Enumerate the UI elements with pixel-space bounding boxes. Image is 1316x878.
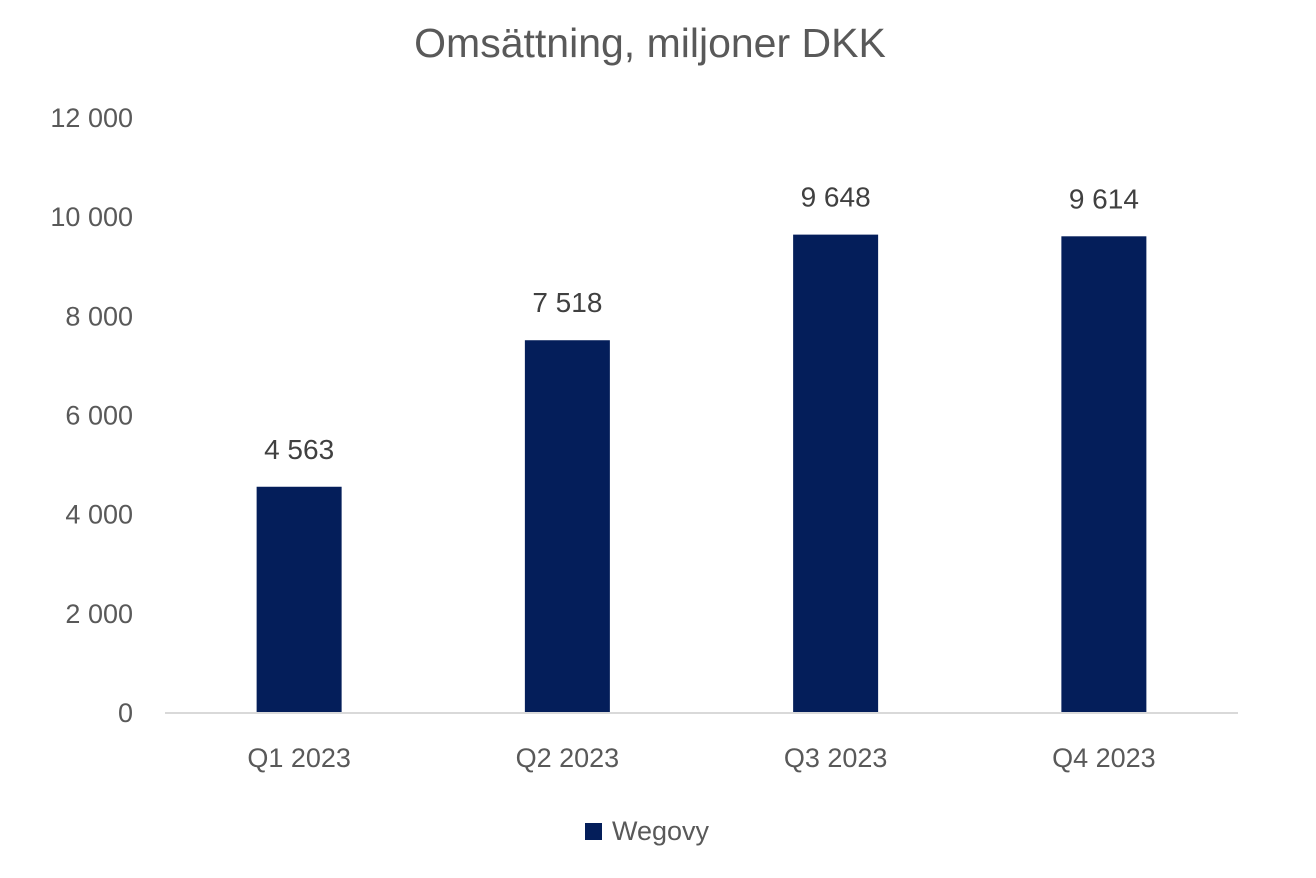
bar bbox=[793, 234, 879, 713]
x-tick-label: Q1 2023 bbox=[247, 743, 351, 773]
bar bbox=[524, 340, 610, 713]
bar bbox=[1061, 236, 1147, 713]
bar-value-label: 9 648 bbox=[801, 182, 871, 213]
y-tick-label: 12 000 bbox=[50, 103, 133, 133]
value-labels: 4 563 7 518 9 648 9 614 bbox=[264, 182, 1139, 465]
bar-value-label: 7 518 bbox=[532, 287, 602, 318]
legend: Wegovy bbox=[585, 816, 710, 846]
x-tick-label: Q4 2023 bbox=[1052, 743, 1156, 773]
y-tick-label: 10 000 bbox=[50, 202, 133, 232]
bar-value-label: 9 614 bbox=[1069, 183, 1139, 214]
y-tick-label: 6 000 bbox=[65, 401, 133, 431]
x-tick-label: Q3 2023 bbox=[784, 743, 888, 773]
bar-value-label: 4 563 bbox=[264, 434, 334, 465]
chart-title: Omsättning, miljoner DKK bbox=[414, 20, 886, 66]
y-tick-label: 0 bbox=[118, 698, 133, 728]
y-tick-label: 8 000 bbox=[65, 301, 133, 331]
y-tick-label: 2 000 bbox=[65, 599, 133, 629]
bar-series bbox=[256, 234, 1147, 713]
x-tick-label: Q2 2023 bbox=[516, 743, 620, 773]
x-axis: Q1 2023 Q2 2023 Q3 2023 Q4 2023 bbox=[247, 743, 1155, 773]
legend-swatch-wegovy bbox=[585, 823, 602, 840]
y-tick-label: 4 000 bbox=[65, 500, 133, 530]
y-axis: 0 2 000 4 000 6 000 8 000 10 000 12 000 bbox=[50, 103, 133, 728]
legend-label-wegovy: Wegovy bbox=[612, 816, 710, 846]
bar bbox=[256, 486, 342, 713]
